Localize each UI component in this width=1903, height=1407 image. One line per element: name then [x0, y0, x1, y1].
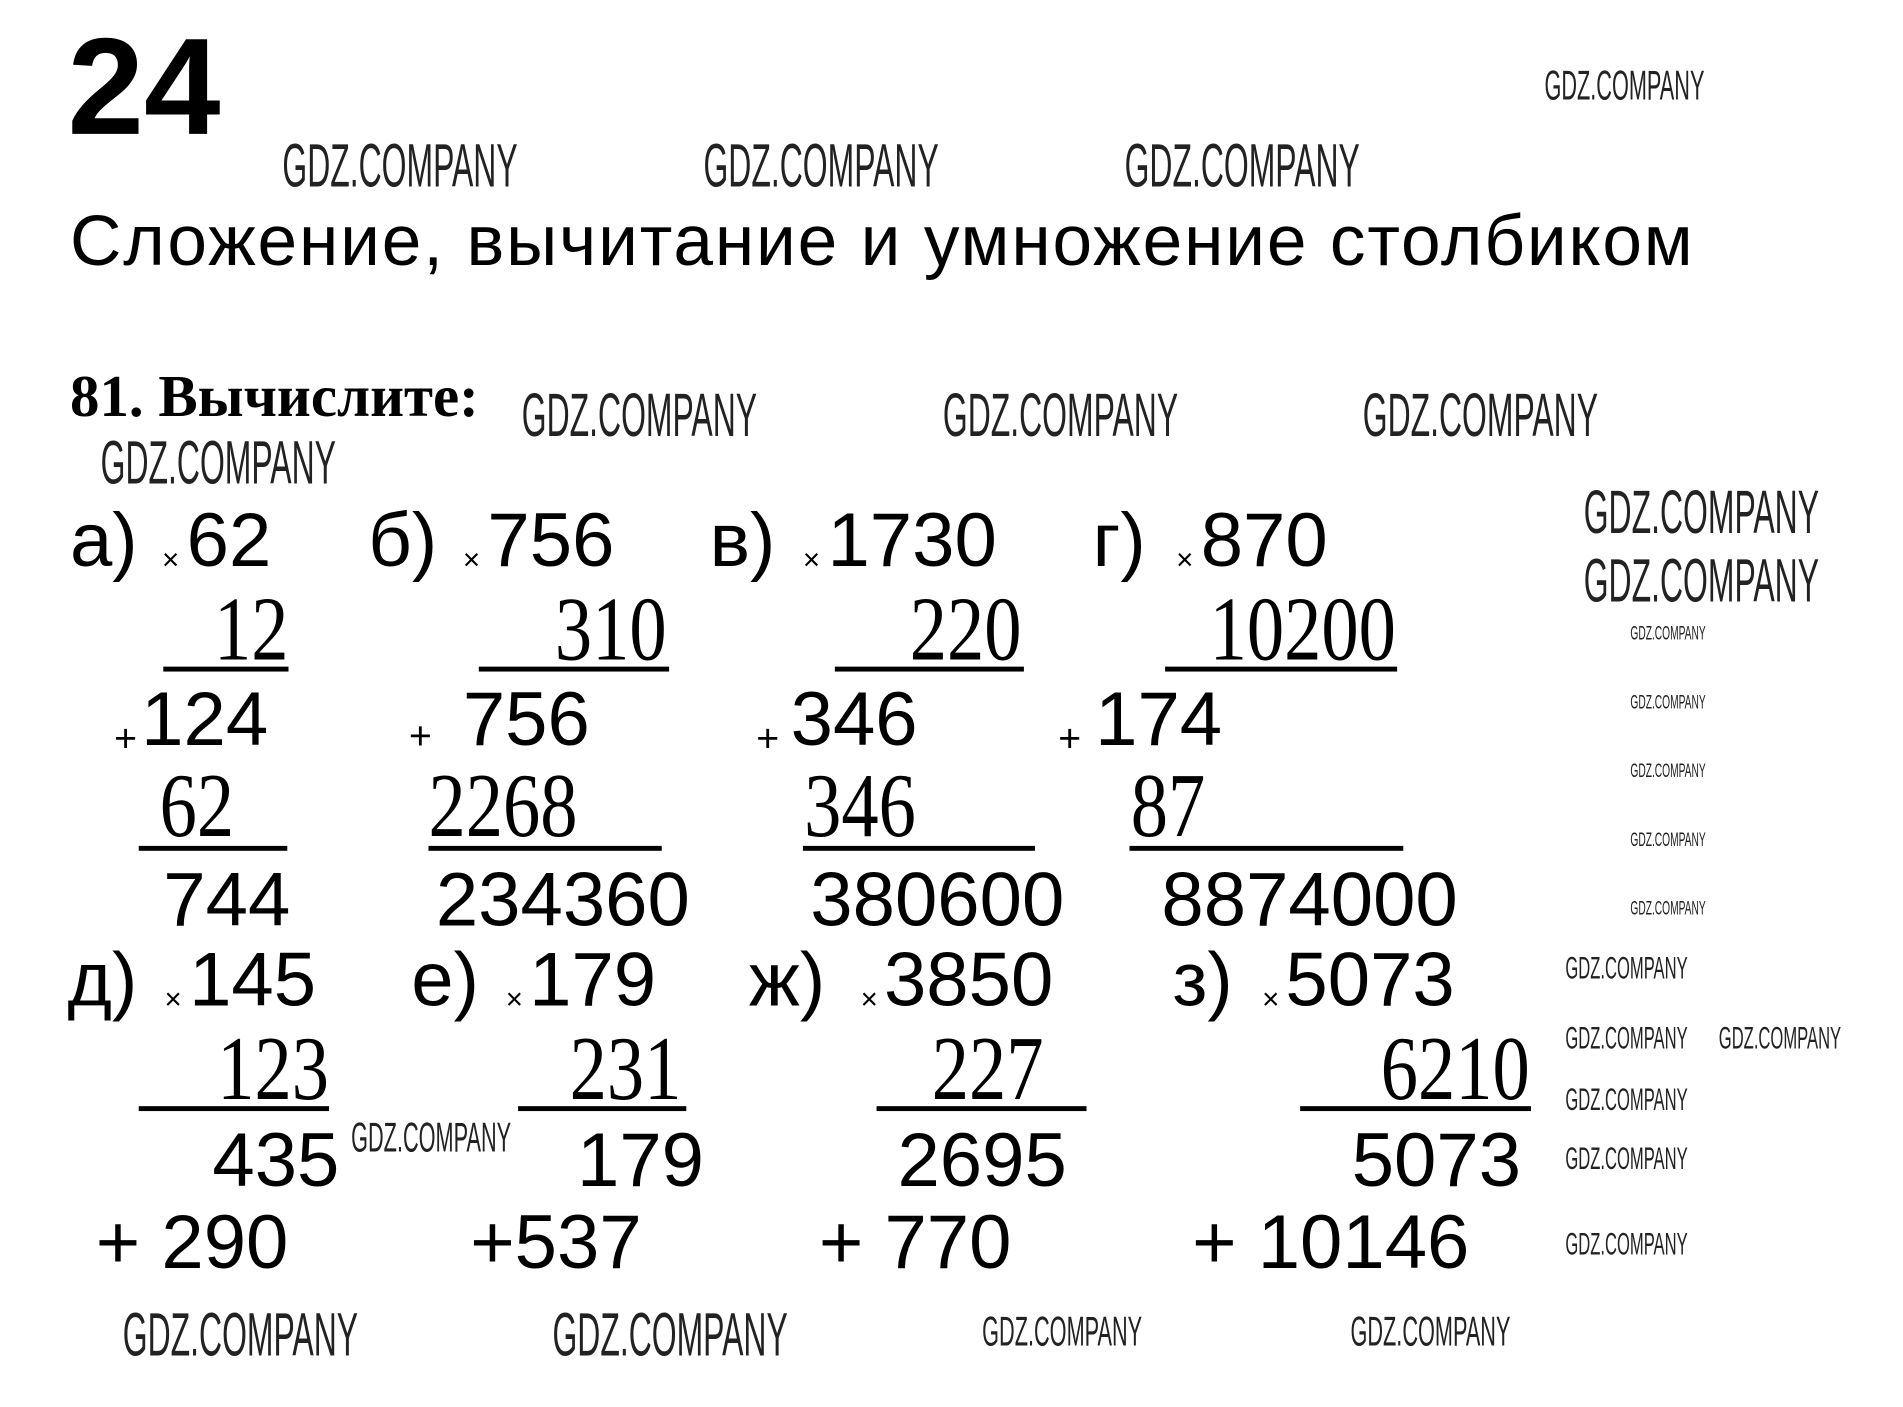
watermark: GDZ.COMPANY	[1583, 477, 1820, 547]
factor: 62	[186, 498, 272, 584]
watermark: GDZ.COMPANY	[1565, 1139, 1688, 1177]
factor: 1730	[827, 498, 997, 584]
watermark: GDZ.COMPANY	[1565, 1018, 1688, 1056]
times-sign: ×	[462, 543, 481, 578]
times-sign: ×	[505, 983, 524, 1017]
partial-product: 174	[1095, 677, 1223, 763]
label-v: в)	[709, 498, 776, 584]
watermark: GDZ.COMPANY	[1362, 380, 1599, 450]
watermark: GDZ.COMPANY	[1583, 546, 1820, 616]
plus-sign: +	[408, 713, 432, 758]
watermark: GDZ.COMPANY	[100, 428, 336, 498]
factor: 5073	[1285, 937, 1455, 1023]
watermark: GDZ.COMPANY	[703, 131, 939, 201]
times-sign: ×	[162, 543, 180, 578]
underline	[478, 666, 670, 672]
plus-sign: +	[756, 715, 780, 760]
label-g: г)	[1092, 498, 1146, 584]
label-zh: ж)	[748, 937, 826, 1023]
times-sign: ×	[164, 983, 182, 1017]
underline	[802, 845, 1035, 851]
times-sign: ×	[802, 543, 821, 578]
partial-product: 756	[462, 677, 590, 763]
underline	[1300, 1106, 1531, 1112]
factor: 179	[529, 937, 657, 1023]
underline	[163, 666, 289, 672]
underline	[876, 1106, 1087, 1112]
multiplier: 10200	[1209, 579, 1396, 681]
section-heading: Сложение, вычитание и умножение столбико…	[69, 201, 1695, 282]
factor: 756	[487, 498, 615, 584]
watermark: GDZ.COMPANY	[122, 1300, 359, 1369]
factor: 870	[1200, 498, 1328, 584]
multiplier: 227	[931, 1018, 1044, 1120]
partial-product: 124	[141, 677, 269, 763]
watermark: GDZ.COMPANY	[1718, 1018, 1842, 1056]
factor: 3850	[883, 937, 1054, 1023]
result: 8874000	[1161, 858, 1458, 943]
watermark: GDZ.COMPANY	[1565, 1225, 1688, 1263]
underline	[1129, 845, 1404, 851]
watermark: GDZ.COMPANY	[1630, 898, 1706, 920]
watermark: GDZ.COMPANY	[1124, 131, 1360, 201]
plus-sign: +	[114, 715, 138, 760]
partial-product: 5073	[1351, 1118, 1522, 1204]
label-e: е)	[411, 937, 479, 1023]
page-number: 24	[67, 9, 221, 164]
partial-product: 346	[804, 756, 916, 857]
watermark: GDZ.COMPANY	[1565, 1080, 1688, 1118]
watermark: GDZ.COMPANY	[1350, 1308, 1511, 1356]
partial-product: 87	[1130, 756, 1206, 857]
label-z: з)	[1172, 937, 1233, 1023]
watermark: GDZ.COMPANY	[942, 380, 1179, 450]
underline	[518, 1106, 687, 1112]
partial-product: 2695	[897, 1118, 1067, 1204]
partial-product: +537	[470, 1200, 642, 1286]
partial-product: 2268	[428, 756, 578, 857]
underline	[1165, 666, 1398, 672]
watermark: GDZ.COMPANY	[521, 380, 758, 450]
exercise-title: 81. Вычислите:	[69, 364, 479, 430]
times-sign: ×	[1262, 983, 1280, 1017]
times-sign: ×	[1176, 543, 1194, 578]
multiplier: 123	[217, 1018, 330, 1120]
partial-product: + 10146	[1192, 1200, 1470, 1286]
times-sign: ×	[860, 983, 878, 1017]
watermark: GDZ.COMPANY	[351, 1114, 512, 1162]
factor: 145	[189, 937, 317, 1023]
partial-product: + 290	[95, 1200, 289, 1286]
label-b: б)	[368, 498, 438, 584]
multiplier: 6210	[1380, 1018, 1530, 1120]
watermark: GDZ.COMPANY	[1630, 692, 1706, 714]
watermark: GDZ.COMPANY	[1565, 949, 1688, 986]
label-a: а)	[69, 498, 138, 584]
multiplier: 231	[569, 1018, 682, 1120]
watermark: GDZ.COMPANY	[1630, 761, 1706, 783]
label-d: д)	[67, 937, 138, 1023]
multiplier: 220	[909, 579, 1022, 681]
result: 380600	[810, 858, 1065, 943]
multiplier: 12	[214, 579, 289, 681]
underline	[138, 845, 288, 851]
watermark: GDZ.COMPANY	[1630, 829, 1706, 851]
partial-product: 346	[790, 677, 918, 763]
plus-sign: +	[1058, 715, 1082, 760]
partial-product: + 770	[818, 1200, 1012, 1286]
result: 744	[163, 858, 291, 943]
watermark: GDZ.COMPANY	[282, 131, 518, 201]
watermark: GDZ.COMPANY	[1630, 623, 1706, 645]
partial-product: 179	[577, 1118, 705, 1204]
multiplier: 310	[554, 579, 667, 681]
watermark: GDZ.COMPANY	[1544, 62, 1705, 110]
partial-product: 435	[212, 1118, 340, 1204]
result: 234360	[435, 858, 690, 943]
underline	[138, 1106, 330, 1112]
watermark: GDZ.COMPANY	[982, 1308, 1143, 1356]
partial-product: 62	[159, 756, 235, 857]
watermark: GDZ.COMPANY	[552, 1300, 788, 1369]
underline	[834, 666, 1024, 672]
underline	[428, 845, 662, 851]
